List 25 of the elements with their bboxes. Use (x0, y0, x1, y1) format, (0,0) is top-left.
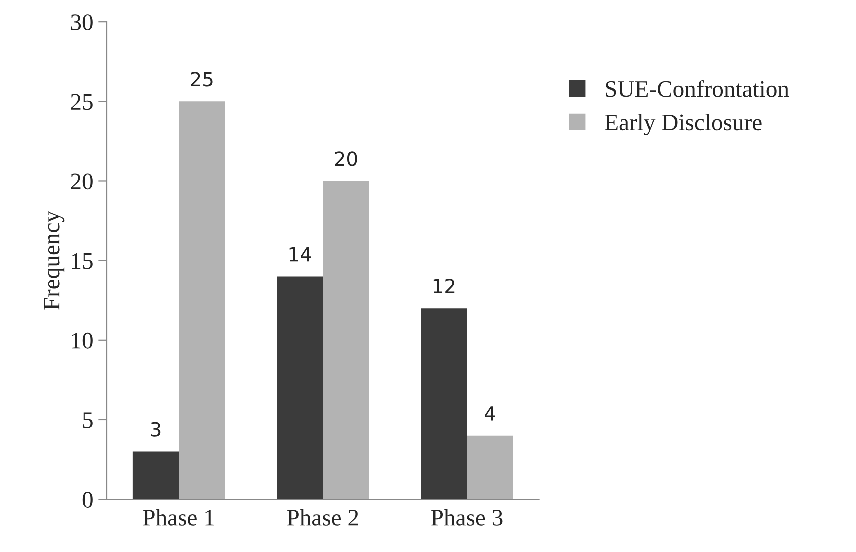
legend-label: Early Disclosure (605, 114, 762, 136)
data-label: 12 (434, 278, 455, 294)
data-label: 20 (335, 152, 358, 166)
y-tick-label: 5 (83, 412, 93, 428)
bar (132, 452, 180, 500)
data-label: 25 (191, 72, 213, 87)
legend-label: SUE-Confrontation (606, 80, 790, 98)
x-tick-label: Phase 3 (432, 509, 503, 526)
y-tick-label: 0 (82, 492, 93, 508)
y-tick-label: 10 (72, 332, 93, 349)
y-tick-label: 25 (71, 94, 93, 110)
x-tick-label: Phase 1 (143, 509, 214, 526)
x-tick-label: Phase 2 (287, 509, 358, 526)
bar (467, 436, 514, 500)
y-tick-label: 15 (72, 253, 93, 270)
data-label: 4 (485, 406, 496, 421)
bar (179, 102, 226, 500)
bar (277, 276, 324, 500)
y-axis-title: Frequency (44, 211, 65, 310)
y-tick-label: 30 (71, 14, 93, 31)
bar (323, 181, 370, 500)
data-label: 14 (290, 247, 312, 262)
data-label: 3 (151, 422, 161, 437)
y-tick-label: 20 (71, 174, 93, 190)
bar (421, 308, 468, 500)
